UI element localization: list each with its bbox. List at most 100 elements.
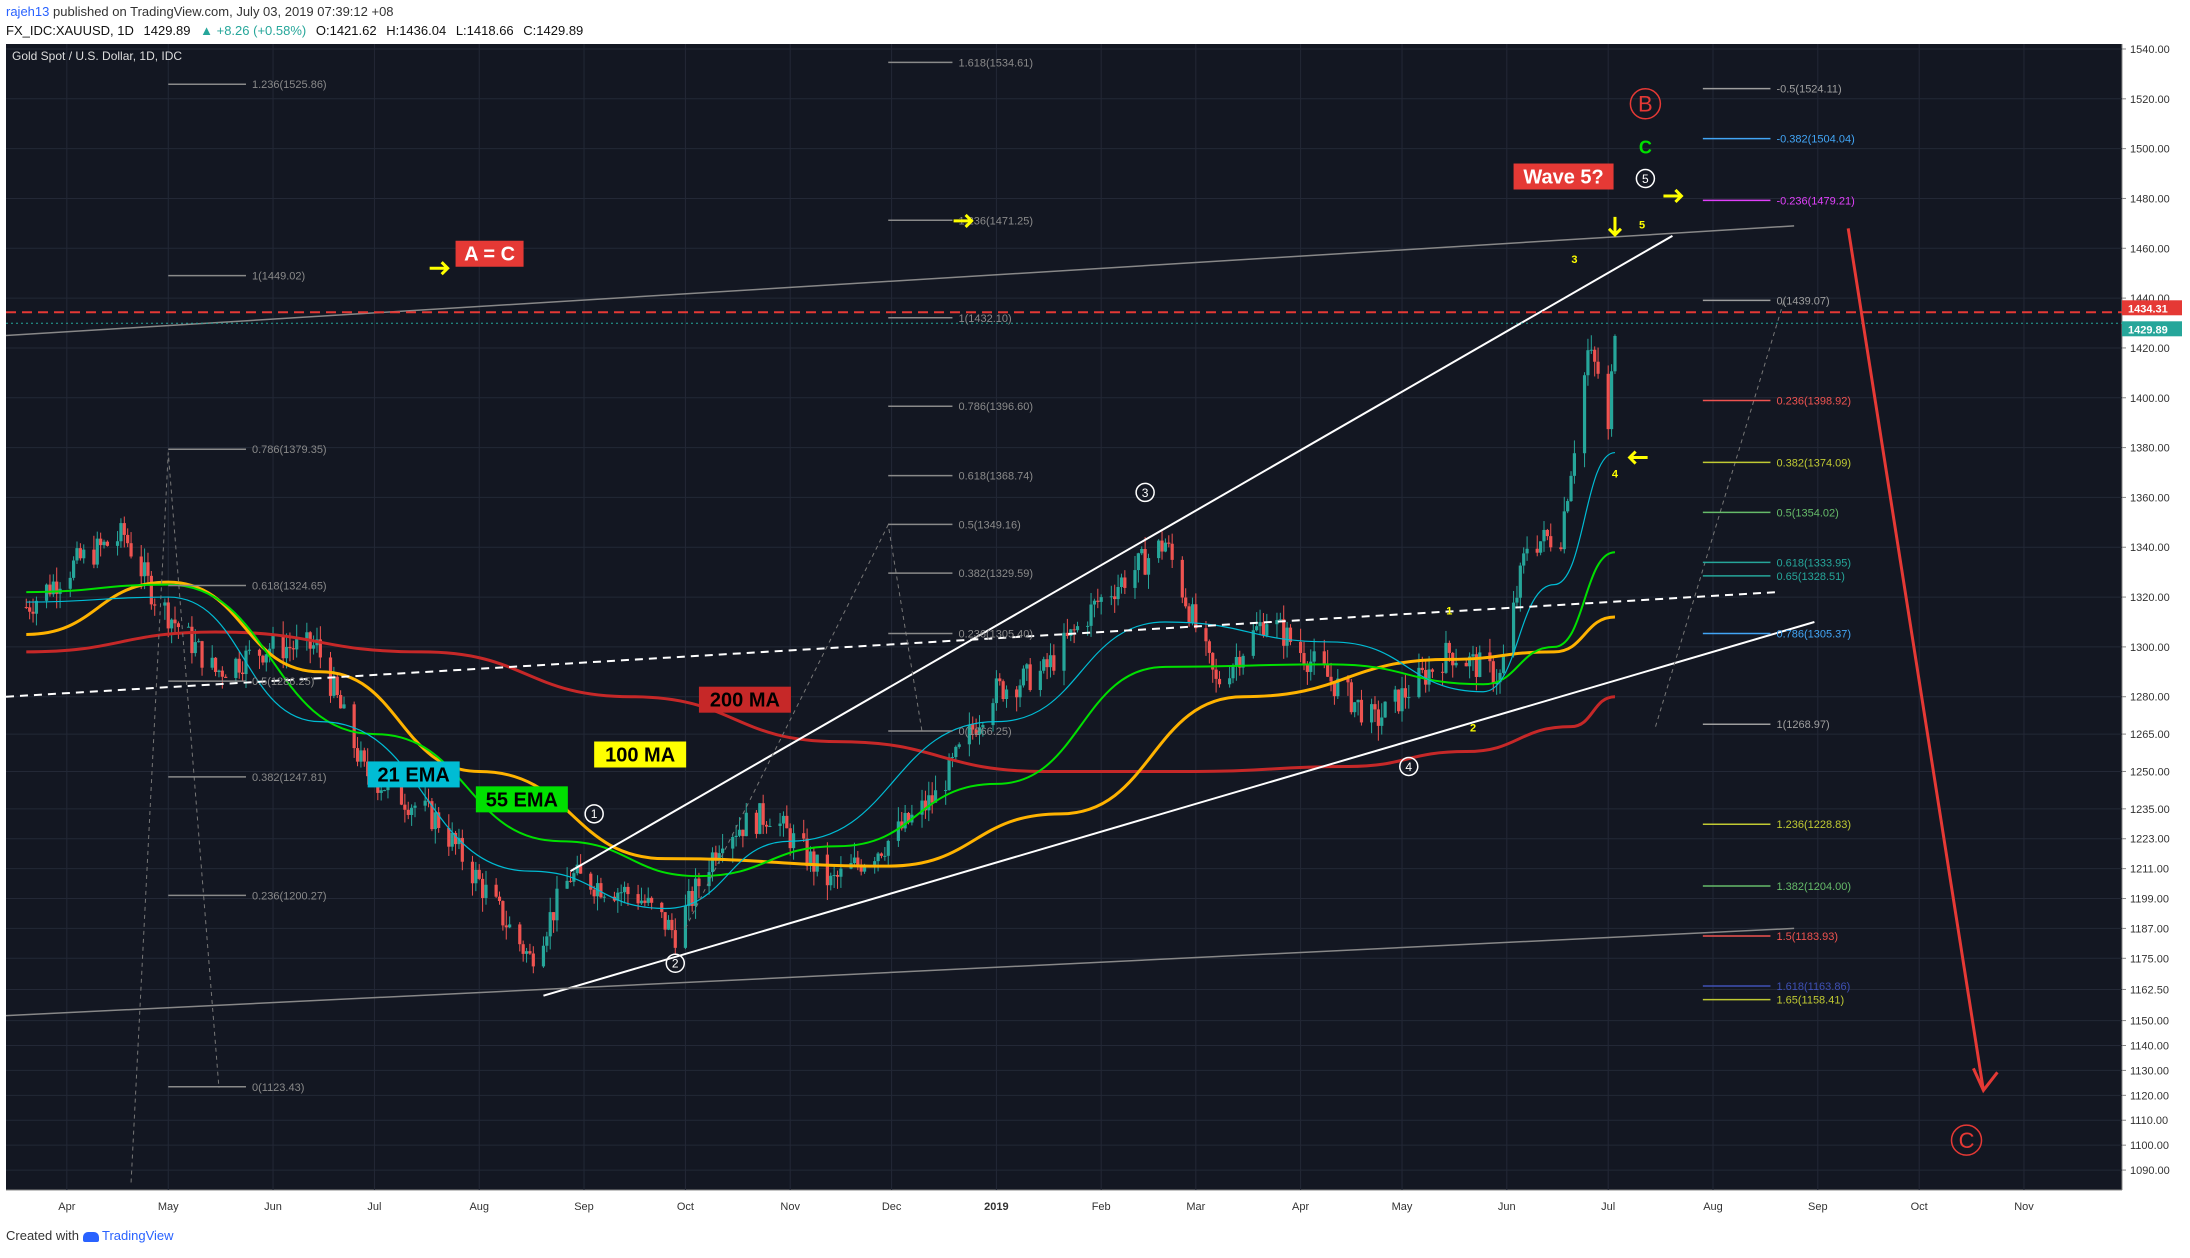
price-chart[interactable]: 1090.001100.001110.001120.001130.001140.… <box>6 44 2182 1224</box>
candle-body <box>545 936 549 946</box>
candle-body <box>247 649 251 651</box>
candle-body <box>217 670 221 672</box>
candle <box>646 887 650 906</box>
candle-body <box>210 657 214 668</box>
candle <box>545 931 549 953</box>
candle-body <box>599 883 603 898</box>
candle-body <box>1157 540 1161 559</box>
candle <box>335 674 339 698</box>
candle <box>413 802 417 818</box>
candle-body <box>68 577 72 589</box>
candle-body <box>528 951 532 954</box>
candle <box>1349 678 1353 715</box>
symbol-name[interactable]: FX_IDC:XAUUSD, 1D <box>6 23 134 38</box>
arrow-left-icon <box>1627 450 1648 465</box>
candle <box>1566 498 1570 514</box>
projection-arrowhead-icon <box>1972 1067 1999 1094</box>
candle <box>186 622 191 628</box>
candle-body <box>852 857 857 864</box>
candle <box>470 855 475 896</box>
candle-body <box>710 852 715 873</box>
candle-body <box>808 851 813 867</box>
candle-body <box>1116 586 1120 600</box>
candle-body <box>1261 622 1266 636</box>
candle-body <box>1119 577 1124 587</box>
candle-body <box>643 900 647 903</box>
ema55-line <box>26 551 1616 878</box>
candle <box>1160 531 1164 560</box>
chart-pane[interactable]: 1090.00 1100.00 1110.00 1120.00 1130.00 1140.… <box>6 44 2182 1238</box>
candle-body <box>778 823 782 826</box>
candle <box>991 698 995 732</box>
candle-body <box>646 897 650 903</box>
candle-body <box>122 523 126 535</box>
fib-level-label: -0.382(1504.04) <box>1776 134 1854 146</box>
candle-body <box>200 641 204 668</box>
candle-body <box>1589 349 1593 351</box>
candle <box>352 701 356 758</box>
fib-level-label: 1.382(1204.00) <box>1776 881 1851 893</box>
candle <box>105 540 110 547</box>
candle <box>430 798 434 832</box>
candle <box>1018 679 1022 708</box>
candle-body <box>531 953 535 967</box>
candle-body <box>1265 624 1269 636</box>
ema21-label-bg <box>367 761 460 788</box>
candle <box>1119 573 1124 594</box>
candle-body <box>453 832 458 845</box>
candle <box>291 640 295 660</box>
candle <box>744 802 748 837</box>
candle-body <box>967 724 971 745</box>
candle-body <box>213 657 218 672</box>
arrow-right-icon <box>1663 188 1684 204</box>
candle-body <box>734 835 738 838</box>
candle <box>1278 612 1282 622</box>
candle-body <box>305 632 309 639</box>
candle-body <box>1491 661 1495 685</box>
candle <box>1593 346 1597 377</box>
candle-body <box>406 809 410 815</box>
candle <box>51 574 55 597</box>
candle-body <box>335 676 339 695</box>
candle <box>264 653 268 672</box>
candle <box>247 640 251 655</box>
candle <box>1589 335 1593 354</box>
candle-body <box>501 901 505 926</box>
candle-body <box>1478 652 1482 677</box>
candle-body <box>51 581 55 595</box>
candle <box>497 891 502 905</box>
candle-body <box>1140 548 1144 554</box>
candle <box>406 801 410 820</box>
price-tick-label: 1120.00 <box>2130 1090 2169 1102</box>
candle <box>551 912 556 933</box>
candle <box>1525 536 1529 561</box>
candle <box>1329 662 1333 692</box>
candle-body <box>1393 689 1397 702</box>
candle <box>34 596 39 626</box>
candle <box>1143 537 1147 576</box>
candle <box>197 638 201 643</box>
candle <box>1275 612 1279 639</box>
tradingview-brand[interactable]: TradingView <box>101 1228 174 1243</box>
candle-body <box>636 894 640 904</box>
candle <box>1028 658 1032 692</box>
candle <box>494 878 498 898</box>
candle-body <box>825 854 829 886</box>
candle <box>447 814 451 856</box>
author-link[interactable]: rajeh13 <box>6 4 50 19</box>
wave5-label-bg <box>1513 163 1614 190</box>
candle-body <box>1424 669 1428 685</box>
ma100-label-text: 100 MA <box>605 744 675 766</box>
candle-body <box>805 838 809 867</box>
candle <box>1572 440 1577 484</box>
candle-body <box>1586 350 1590 376</box>
candle <box>200 640 204 676</box>
candle-body <box>1190 604 1195 623</box>
candle <box>761 794 765 834</box>
subwave-label-5: 5 <box>1639 219 1645 231</box>
candle-body <box>1123 577 1127 588</box>
candle-body <box>670 919 674 931</box>
candle <box>927 781 931 822</box>
price-tick-label: 1500.00 <box>2130 144 2170 156</box>
fib-level-label: 0.618(1324.65) <box>252 580 327 592</box>
